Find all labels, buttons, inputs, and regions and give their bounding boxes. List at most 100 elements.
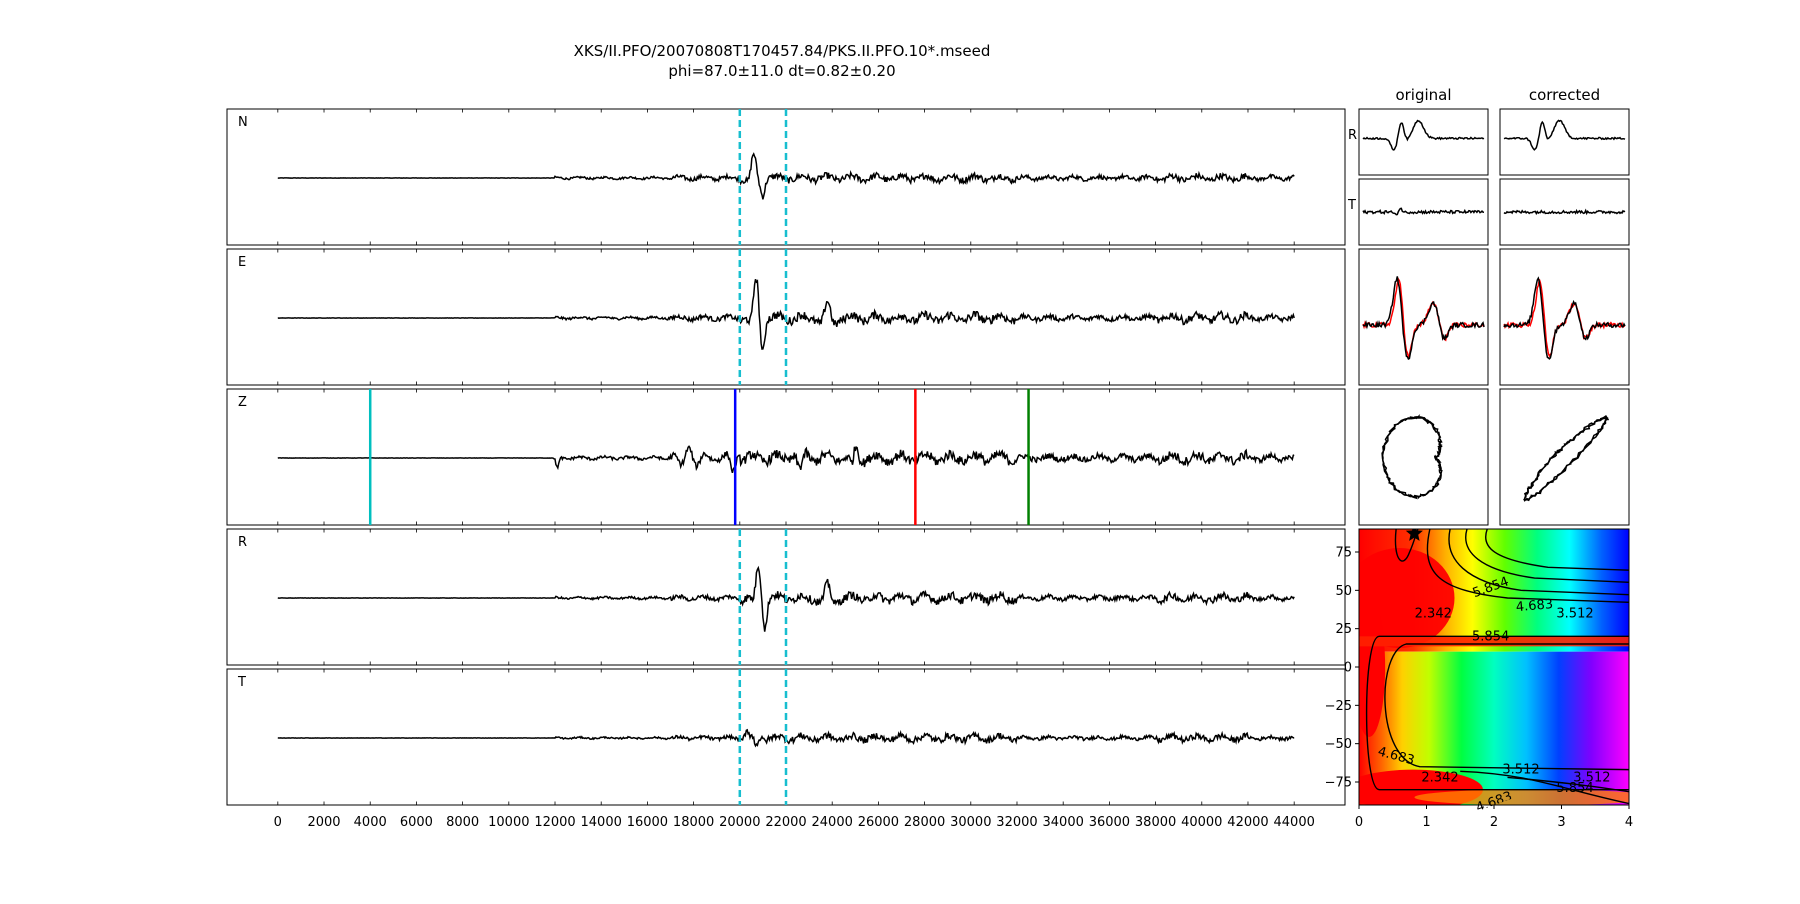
- small-panel: [1499, 388, 1630, 526]
- small-panel-frame: [1358, 388, 1489, 526]
- surface-y-tick-label: 0: [1344, 661, 1352, 676]
- contour-line: [1384, 643, 1629, 771]
- x-tick-label: 38000: [1135, 815, 1176, 830]
- small-panel-frame: [1499, 388, 1630, 526]
- x-tick-label: 6000: [400, 815, 433, 830]
- x-tick-label: 2000: [307, 815, 340, 830]
- small-panel-frame: [1358, 178, 1489, 246]
- surface-x-tick-label: 0: [1355, 815, 1363, 830]
- contour-line: [1394, 529, 1419, 562]
- component-waveform: [1503, 119, 1626, 151]
- surface-y-tick-label: −50: [1325, 737, 1352, 752]
- channel-label: N: [238, 115, 248, 130]
- surface-ridge: [1359, 636, 1629, 647]
- contour-line: [1465, 529, 1629, 584]
- best-fit-star-icon: [1405, 529, 1423, 541]
- particle-motion-panels: original corrected R T: [1347, 86, 1630, 526]
- trace-panel-t: T: [226, 668, 1346, 806]
- x-tick-label: 22000: [765, 815, 806, 830]
- surface-y-tick-label: 50: [1335, 584, 1352, 599]
- small-panel: [1358, 108, 1489, 176]
- x-tick-label: 12000: [534, 815, 575, 830]
- component-waveform: [1362, 207, 1485, 216]
- title-line-1: XKS/II.PFO/20070808T170457.84/PKS.II.PFO…: [574, 42, 991, 60]
- figure-title: XKS/II.PFO/20070808T170457.84/PKS.II.PFO…: [574, 42, 991, 80]
- title-line-2: phi=87.0±11.0 dt=0.82±0.20: [668, 62, 895, 80]
- contour-line: [1460, 770, 1629, 805]
- channel-label: T: [237, 675, 246, 690]
- x-tick-label: 32000: [996, 815, 1037, 830]
- contour-label: 3.512: [1502, 763, 1539, 778]
- surface-fill: [1359, 529, 1629, 805]
- trace-panel-z: Z: [226, 388, 1346, 526]
- contour-line: [1448, 529, 1629, 596]
- surface-y-tick-label: 25: [1335, 622, 1352, 637]
- contour-label: 4.683: [1515, 597, 1553, 615]
- minimum-region: [1359, 597, 1386, 737]
- small-panel-frame: [1499, 248, 1630, 386]
- small-panel: [1358, 178, 1489, 246]
- x-tick-label: 44000: [1274, 815, 1315, 830]
- contour-line: [1507, 776, 1629, 793]
- component-waveform: [1362, 119, 1485, 151]
- column-title-original: original: [1395, 86, 1451, 104]
- x-tick-label: 24000: [812, 815, 853, 830]
- x-tick-label: 40000: [1181, 815, 1222, 830]
- small-panel: [1499, 178, 1630, 246]
- trace-panel-n: N: [226, 108, 1346, 246]
- waveform-line: [277, 445, 1295, 473]
- x-tick-label: 30000: [950, 815, 991, 830]
- small-panel: [1358, 388, 1489, 526]
- contour-label: 5.854: [1556, 781, 1593, 796]
- small-panel-frame: [1358, 108, 1489, 176]
- channel-label: E: [238, 255, 246, 270]
- x-tick-label: 8000: [446, 815, 479, 830]
- x-tick-label: 10000: [488, 815, 529, 830]
- surface-y-tick-label: −75: [1325, 776, 1352, 791]
- trace-panels: N E Z R T 0 2000 4000 6000 8000 10000 12000 14000 160…: [226, 108, 1346, 830]
- trace-panel-e: E: [226, 248, 1346, 386]
- surface-y-tick-label: 75: [1335, 546, 1352, 561]
- row-label-t: T: [1347, 198, 1356, 213]
- x-tick-label: 16000: [627, 815, 668, 830]
- waveform-trace: [1503, 276, 1626, 360]
- x-tick-label: 4000: [354, 815, 387, 830]
- contour-label: 5.854: [1472, 629, 1509, 644]
- overlay-waveform-trace: [1362, 277, 1485, 360]
- x-axis-tick-labels: 0 2000 4000 6000 8000 10000 12000 14000 16000 180…: [274, 815, 1315, 830]
- x-tick-label: 42000: [1227, 815, 1268, 830]
- small-panel-frame: [1358, 248, 1489, 386]
- x-tick-label: 26000: [858, 815, 899, 830]
- x-tick-label: 36000: [1089, 815, 1130, 830]
- surface-x-tick-label: 1: [1422, 815, 1430, 830]
- row-label-r: R: [1348, 128, 1357, 143]
- x-tick-label: 34000: [1043, 815, 1084, 830]
- surface-x-tick-label: 2: [1490, 815, 1498, 830]
- small-panel-frame: [1499, 108, 1630, 176]
- contour-line: [1426, 529, 1629, 604]
- surface-x-tick-label: 3: [1557, 815, 1565, 830]
- column-title-corrected: corrected: [1529, 86, 1600, 104]
- contour-label: 3.512: [1556, 606, 1593, 621]
- component-waveform: [1503, 208, 1626, 216]
- x-tick-label: 20000: [719, 815, 760, 830]
- x-tick-label: 0: [274, 815, 282, 830]
- small-panel: [1358, 248, 1489, 386]
- surface-y-tick-label: −25: [1325, 699, 1352, 714]
- channel-label: R: [238, 535, 247, 550]
- contour-label: 2.342: [1415, 606, 1452, 621]
- contour-label: 2.342: [1421, 770, 1458, 785]
- channel-label: Z: [238, 395, 247, 410]
- surface-x-tick-label: 4: [1625, 815, 1633, 830]
- overlay-waveform-trace: [1503, 279, 1626, 358]
- surface-axes: 0 1 2 3 4 75 50 25 0 −25 −50 −75: [1325, 546, 1634, 831]
- contour-line: [1365, 635, 1629, 791]
- small-panel: [1499, 108, 1630, 176]
- contour-line: [1485, 529, 1629, 571]
- contour-label: 3.512: [1573, 770, 1610, 785]
- particle-motion-path: [1523, 415, 1610, 502]
- x-tick-label: 18000: [673, 815, 714, 830]
- small-panel-frame: [1499, 178, 1630, 246]
